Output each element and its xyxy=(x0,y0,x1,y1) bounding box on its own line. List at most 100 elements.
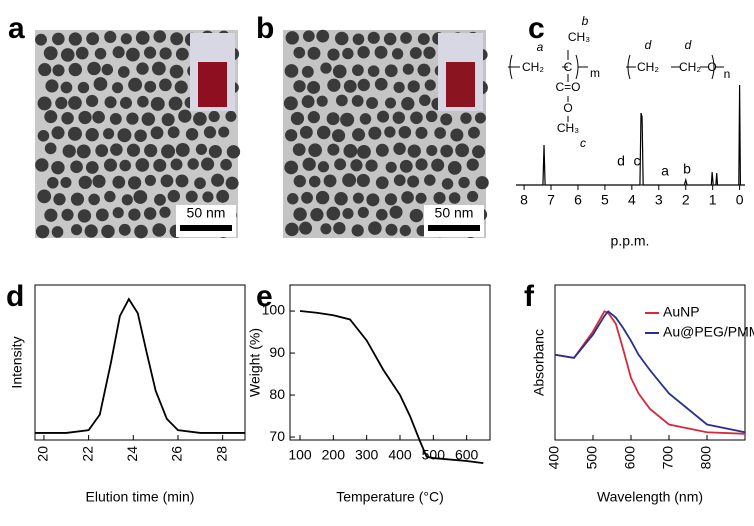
y-tick-label: 80 xyxy=(269,386,285,402)
particle xyxy=(351,94,364,107)
particle xyxy=(37,189,52,204)
structure-label: b xyxy=(582,14,589,28)
particle xyxy=(350,159,363,172)
particle xyxy=(44,110,58,124)
particle xyxy=(365,159,378,172)
particle xyxy=(67,126,82,141)
particle xyxy=(342,47,354,60)
particle xyxy=(357,78,370,92)
particle xyxy=(61,111,74,125)
particle xyxy=(167,126,180,139)
particle xyxy=(384,97,397,109)
particle xyxy=(143,46,157,59)
particle xyxy=(316,29,330,43)
y-tick-label: 90 xyxy=(269,344,285,360)
panel-label: f xyxy=(524,280,535,313)
particle xyxy=(426,144,438,156)
x-tick-label: 600 xyxy=(455,447,479,463)
particle xyxy=(52,32,65,46)
particle xyxy=(326,112,340,126)
structure-bonds xyxy=(508,50,724,122)
particle xyxy=(327,48,340,61)
particle xyxy=(431,158,445,172)
particle xyxy=(285,31,299,45)
particle xyxy=(352,192,364,204)
particle xyxy=(104,30,117,44)
particle xyxy=(143,207,157,220)
x-tick-label: 300 xyxy=(355,447,379,463)
particle xyxy=(70,192,85,206)
particle xyxy=(292,143,306,157)
particle xyxy=(327,78,341,92)
particle xyxy=(37,129,50,142)
particle xyxy=(128,176,142,190)
particle xyxy=(293,207,307,221)
structure-label: C=O xyxy=(555,80,580,94)
particle xyxy=(102,128,115,140)
particle xyxy=(356,173,370,188)
particle xyxy=(104,96,117,109)
particle xyxy=(368,221,382,235)
particle xyxy=(133,190,148,204)
particle xyxy=(159,47,172,60)
particle xyxy=(60,81,73,94)
particle xyxy=(448,192,461,204)
particle xyxy=(310,208,324,222)
particle xyxy=(377,110,390,123)
particle xyxy=(88,193,100,206)
particle xyxy=(393,81,405,93)
particle xyxy=(384,64,398,78)
particle xyxy=(333,221,346,235)
particle xyxy=(285,129,298,142)
particle xyxy=(134,129,147,142)
particle xyxy=(334,158,347,171)
particle xyxy=(44,208,58,222)
peak-label: c xyxy=(634,153,641,169)
particle xyxy=(375,143,389,157)
particle xyxy=(112,82,124,94)
particle xyxy=(211,173,225,187)
y-axis-label: Weight (%) xyxy=(247,328,263,397)
scale-box xyxy=(176,205,236,237)
particle xyxy=(85,161,99,174)
particle xyxy=(62,144,76,158)
vial-liquid xyxy=(446,62,475,107)
particle xyxy=(216,189,230,203)
particle xyxy=(152,223,167,237)
x-tick-label: 400 xyxy=(388,447,412,463)
particle xyxy=(144,80,157,93)
structure-label: m xyxy=(590,66,600,80)
particle xyxy=(161,144,176,159)
particle xyxy=(126,143,141,157)
particle xyxy=(398,125,412,139)
particle xyxy=(101,224,115,239)
panel-label: d xyxy=(6,280,24,313)
particle xyxy=(334,31,349,46)
particle xyxy=(440,113,453,126)
particle xyxy=(340,112,355,127)
particle xyxy=(136,62,149,75)
particle xyxy=(86,32,100,46)
particle xyxy=(308,175,321,188)
particle xyxy=(351,224,364,237)
particle xyxy=(384,126,396,138)
particle xyxy=(55,96,68,110)
particle xyxy=(170,32,184,46)
particle xyxy=(185,190,198,203)
particle xyxy=(366,97,379,110)
particle xyxy=(43,46,58,61)
y-axis-label: Intensity xyxy=(9,336,25,388)
particle xyxy=(203,126,217,139)
particle xyxy=(389,205,403,219)
particle xyxy=(68,32,82,46)
particle xyxy=(301,65,314,78)
particle xyxy=(144,143,158,158)
particle xyxy=(175,47,189,61)
particle xyxy=(307,80,321,94)
particle xyxy=(93,77,108,91)
x-tick-label: 0 xyxy=(736,192,744,208)
particle xyxy=(45,79,59,93)
particle xyxy=(185,128,199,141)
particle xyxy=(407,144,421,158)
particle xyxy=(135,158,150,172)
